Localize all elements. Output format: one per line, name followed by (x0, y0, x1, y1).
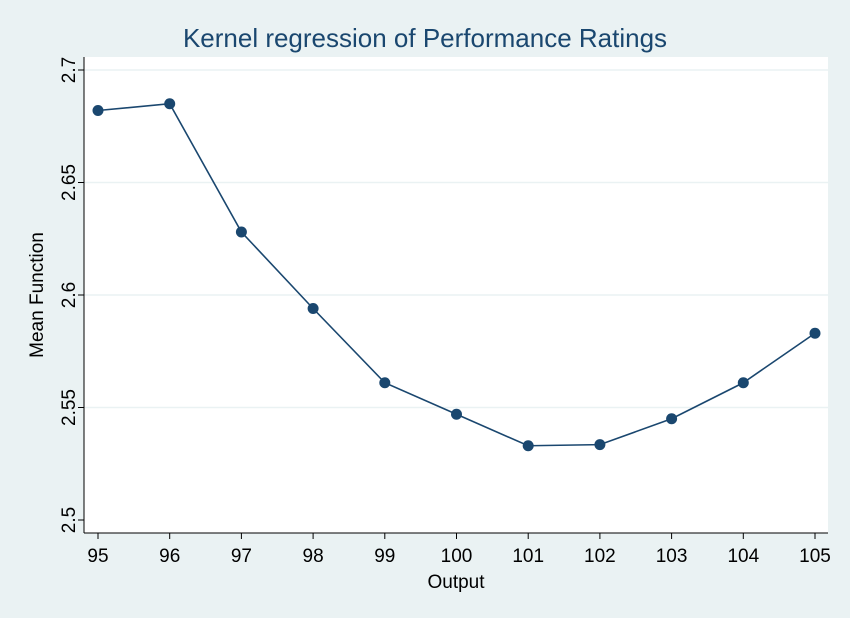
x-tick-label: 105 (799, 546, 831, 567)
data-point (379, 377, 391, 389)
x-tick-label: 104 (727, 546, 759, 567)
x-ticks: 95 96 97 98 99 100 101 102 103 104 105 (87, 533, 831, 567)
data-point (809, 327, 821, 339)
x-tick-label: 98 (303, 546, 324, 567)
data-point (594, 439, 606, 451)
x-tick-label: 99 (374, 546, 395, 567)
x-tick-label: 103 (656, 546, 688, 567)
y-tick-label: 2.5 (59, 507, 80, 533)
data-point (235, 226, 247, 238)
data-point (451, 408, 462, 420)
y-axis-label: Mean Function (27, 232, 48, 358)
y-ticks: 2.5 2.55 2.6 2.65 2.7 (59, 57, 84, 533)
grid-lines (84, 69, 828, 409)
x-tick-label: 100 (441, 546, 473, 567)
chart-title: Kernel regression of Performance Ratings (183, 23, 667, 53)
data-point (666, 413, 678, 425)
series-layer (92, 98, 821, 452)
y-tick-label: 2.55 (59, 389, 80, 426)
x-tick-label: 95 (87, 546, 108, 567)
y-tick-label: 2.7 (59, 57, 80, 83)
data-point (737, 377, 749, 389)
data-point (92, 105, 104, 116)
data-point (307, 303, 319, 314)
data-point (522, 440, 534, 452)
x-tick-label: 96 (159, 546, 180, 567)
x-tick-label: 101 (512, 546, 544, 567)
x-tick-label: 97 (231, 546, 252, 567)
x-axis-label: Output (427, 572, 485, 593)
x-tick-label: 102 (584, 546, 616, 567)
y-tick-label: 2.6 (59, 282, 80, 308)
data-point (164, 98, 176, 110)
y-tick-label: 2.65 (59, 164, 80, 201)
